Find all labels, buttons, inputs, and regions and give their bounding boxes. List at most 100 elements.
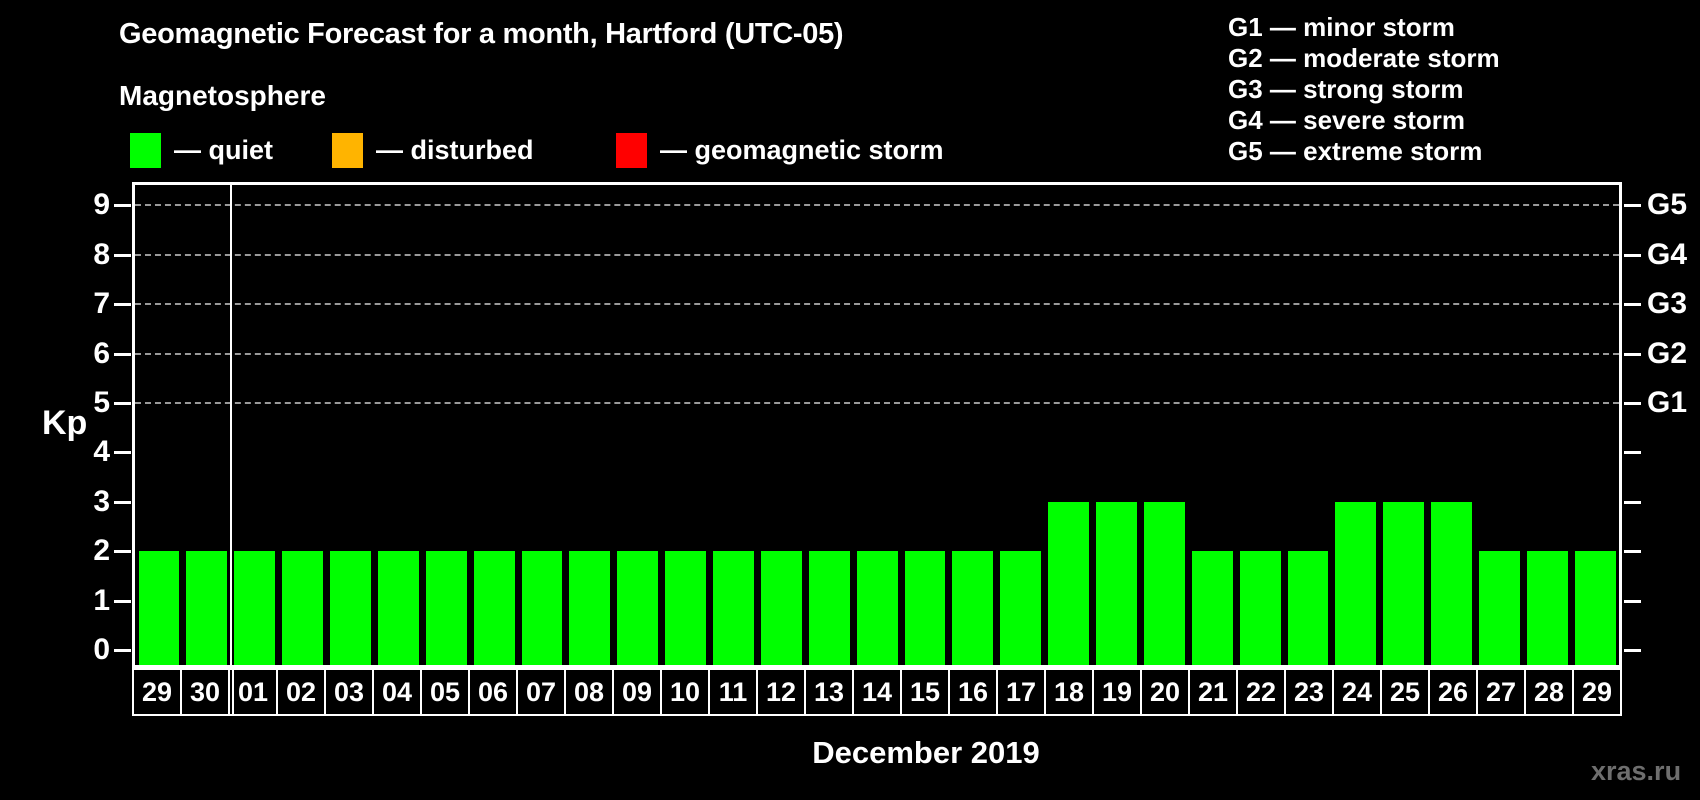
y-axis-tick-left-8: [114, 253, 131, 257]
y-axis-label-2: 2: [93, 534, 110, 568]
watermark: xras.ru: [1591, 756, 1682, 786]
y-axis-tick-right-9: [1624, 204, 1641, 208]
kp-bar-day-25: [1383, 501, 1425, 665]
day-label-cell-23: 23: [1284, 668, 1334, 716]
kp-bar-day-04: [377, 551, 419, 665]
bar-slot-day-14: [853, 185, 901, 665]
y-axis-label-6: 6: [93, 336, 110, 370]
y-axis-tick-right-8: [1624, 253, 1641, 257]
y-axis-label-5: 5: [93, 386, 110, 419]
bar-slot-day-04: [374, 185, 422, 665]
page-title: Geomagnetic Forecast for a month, Hartfo…: [119, 18, 844, 50]
bar-slot-day-16: [949, 185, 997, 665]
y-axis-tick-right-1: [1624, 599, 1641, 603]
storm-color-swatch-icon: [616, 132, 647, 168]
day-label-cell-08: 08: [564, 668, 614, 716]
kp-bar-day-20: [1143, 501, 1185, 665]
bar-slot-day-27: [1476, 185, 1524, 665]
y-axis-tick-left-1: [114, 599, 131, 603]
bar-slot-day-15: [901, 185, 949, 665]
kp-bar-day-10: [665, 551, 706, 665]
gridline-kp-7: [135, 303, 1619, 306]
bar-slot-day-13: [805, 185, 853, 665]
g-scale-label-g2: G2: [1647, 336, 1688, 370]
day-label-cell-12: 12: [756, 668, 806, 716]
kp-bar-day-22: [1239, 551, 1281, 665]
kp-bar-day-09: [617, 551, 659, 665]
kp-bar-day-15: [904, 551, 946, 665]
bar-slot-day-03: [327, 185, 375, 665]
kp-bar-day-14: [856, 551, 898, 665]
day-label-cell-13: 13: [804, 668, 854, 716]
y-axis-label-3: 3: [93, 484, 110, 518]
storm-scale-g1: G1 — minor storm: [1228, 12, 1455, 42]
bar-slot-day-18: [1045, 185, 1093, 665]
kp-bar-day-11: [713, 551, 754, 665]
bar-slot-day-17: [997, 185, 1045, 665]
bar-slot-day-07: [518, 185, 566, 665]
y-axis-tick-left-0: [114, 649, 131, 652]
day-label-cell-01: 01: [228, 668, 278, 716]
kp-bar-day-07: [521, 551, 563, 665]
y-axis-tick-right-7: [1624, 303, 1641, 307]
day-label-cell-26: 26: [1428, 668, 1478, 716]
storm-scale-legend: G1 — minor storm G2 — moderate storm G3 …: [1228, 12, 1500, 167]
kp-bar-day-13: [808, 551, 850, 665]
kp-bar-day-17: [1000, 551, 1042, 665]
legend-item-disturbed: — disturbed: [332, 132, 534, 168]
y-axis-label-0: 0: [93, 633, 110, 666]
day-label-cell-02: 02: [276, 668, 326, 716]
bars-container: [135, 185, 1619, 665]
day-label-cell-19: 19: [1092, 668, 1142, 716]
magnetosphere-subtitle: Magnetosphere: [119, 80, 326, 111]
bar-slot-day-20: [1140, 185, 1188, 665]
kp-bar-day-23: [1287, 551, 1329, 665]
y-axis-tick-left-4: [114, 451, 131, 455]
storm-scale-g4: G4 — severe storm: [1228, 105, 1466, 135]
legend-label-storm: — geomagnetic storm: [660, 134, 944, 165]
day-label-cell-21: 21: [1188, 668, 1238, 716]
day-label-cell-22: 22: [1236, 668, 1286, 716]
y-axis-tick-left-9: [114, 204, 131, 208]
y-axis-tick-right-5: [1624, 402, 1641, 405]
day-label-cell-04: 04: [372, 668, 422, 716]
storm-scale-g2: G2 — moderate storm: [1228, 43, 1500, 73]
kp-bar-day-02: [282, 551, 323, 665]
day-label-cell-07: 07: [516, 668, 566, 716]
kp-bar-day-30: [186, 551, 228, 665]
storm-scale-g3: G3 — strong storm: [1228, 74, 1464, 104]
disturbed-color-swatch-icon: [332, 132, 363, 168]
bar-slot-day-12: [757, 185, 805, 665]
legend-item-storm: — geomagnetic storm: [616, 132, 944, 168]
day-label-cell-28: 28: [1524, 668, 1574, 716]
kp-bar-day-08: [569, 551, 611, 665]
day-label-cell-27: 27: [1476, 668, 1526, 716]
day-label-cell-18: 18: [1044, 668, 1094, 716]
day-label-cell-16: 16: [948, 668, 998, 716]
bar-slot-day-10: [662, 185, 710, 665]
y-axis-tick-left-6: [114, 352, 131, 356]
gridline-kp-9: [135, 204, 1619, 207]
day-label-cell-03: 03: [324, 668, 374, 716]
legend-label-disturbed: — disturbed: [376, 134, 534, 165]
y-axis-tick-left-3: [114, 500, 131, 504]
kp-bar-day-05: [425, 551, 467, 665]
g-scale-label-g5: G5: [1647, 188, 1688, 222]
bar-slot-day-19: [1093, 185, 1141, 665]
kp-bar-day-28: [1526, 551, 1568, 665]
bar-slot-day-23: [1284, 185, 1332, 665]
kp-bar-day-24: [1335, 501, 1377, 665]
y-axis-tick-left-7: [114, 303, 131, 307]
kp-bar-day-29: [1574, 551, 1616, 665]
g-scale-label-g4: G4: [1647, 237, 1688, 271]
kp-bar-day-12: [760, 551, 802, 665]
day-label-cell-09: 09: [612, 668, 662, 716]
bar-slot-day-11: [710, 185, 758, 665]
x-axis-title: December 2019: [812, 735, 1040, 770]
legend-item-quiet: — quiet: [130, 132, 273, 168]
bar-slot-day-26: [1428, 185, 1476, 665]
y-axis-label-8: 8: [93, 237, 110, 271]
day-label-cell-25: 25: [1380, 668, 1430, 716]
day-label-cell-14: 14: [852, 668, 902, 716]
